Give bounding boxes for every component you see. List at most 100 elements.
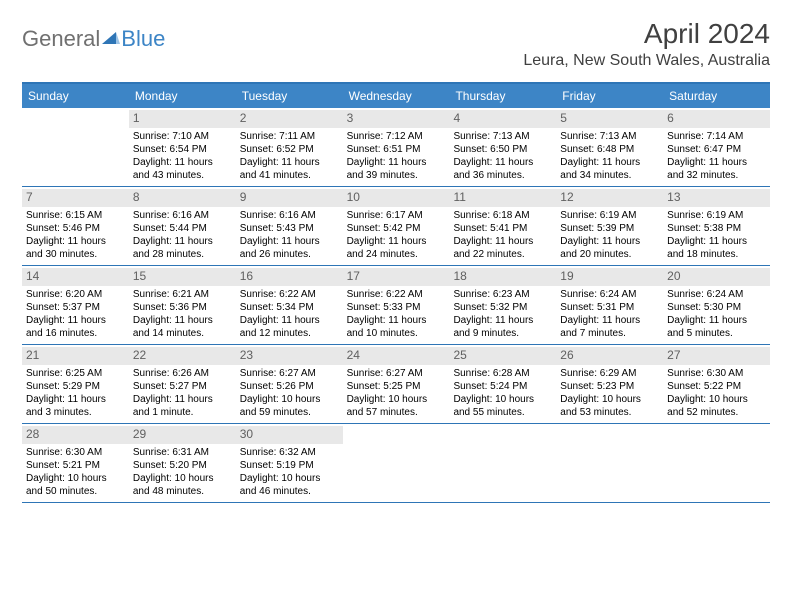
calendar-cell: 12Sunrise: 6:19 AMSunset: 5:39 PMDayligh… [556,187,663,265]
calendar-week: 21Sunrise: 6:25 AMSunset: 5:29 PMDayligh… [22,345,770,424]
daylight-line: Daylight: 11 hours and 36 minutes. [453,156,552,182]
calendar-cell: 20Sunrise: 6:24 AMSunset: 5:30 PMDayligh… [663,266,770,344]
sunset-line: Sunset: 5:46 PM [26,222,125,235]
sunrise-line: Sunrise: 6:19 AM [560,209,659,222]
calendar-cell: 27Sunrise: 6:30 AMSunset: 5:22 PMDayligh… [663,345,770,423]
daylight-line: Daylight: 10 hours and 46 minutes. [240,472,339,498]
sunrise-line: Sunrise: 7:10 AM [133,130,232,143]
sunset-line: Sunset: 5:27 PM [133,380,232,393]
day-number: 5 [556,110,663,128]
sunrise-line: Sunrise: 6:22 AM [240,288,339,301]
daylight-line: Daylight: 11 hours and 14 minutes. [133,314,232,340]
sunset-line: Sunset: 5:43 PM [240,222,339,235]
daylight-line: Daylight: 10 hours and 50 minutes. [26,472,125,498]
daylight-line: Daylight: 11 hours and 39 minutes. [347,156,446,182]
daylight-line: Daylight: 11 hours and 5 minutes. [667,314,766,340]
daylight-line: Daylight: 11 hours and 9 minutes. [453,314,552,340]
calendar-week: 28Sunrise: 6:30 AMSunset: 5:21 PMDayligh… [22,424,770,503]
calendar-cell: 15Sunrise: 6:21 AMSunset: 5:36 PMDayligh… [129,266,236,344]
sunrise-line: Sunrise: 7:13 AM [560,130,659,143]
calendar-cell: 4Sunrise: 7:13 AMSunset: 6:50 PMDaylight… [449,108,556,186]
logo-triangle-icon [102,26,120,52]
calendar-cell [556,424,663,502]
sunset-line: Sunset: 5:34 PM [240,301,339,314]
day-number: 25 [449,347,556,365]
day-header: Monday [129,84,236,108]
calendar-cell: 3Sunrise: 7:12 AMSunset: 6:51 PMDaylight… [343,108,450,186]
sunset-line: Sunset: 6:52 PM [240,143,339,156]
day-number: 3 [343,110,450,128]
day-header: Friday [556,84,663,108]
sunset-line: Sunset: 5:21 PM [26,459,125,472]
calendar-cell: 10Sunrise: 6:17 AMSunset: 5:42 PMDayligh… [343,187,450,265]
day-header: Wednesday [343,84,450,108]
day-number: 30 [236,426,343,444]
daylight-line: Daylight: 11 hours and 20 minutes. [560,235,659,261]
calendar-cell: 21Sunrise: 6:25 AMSunset: 5:29 PMDayligh… [22,345,129,423]
sunset-line: Sunset: 6:48 PM [560,143,659,156]
sunset-line: Sunset: 5:23 PM [560,380,659,393]
calendar-cell: 5Sunrise: 7:13 AMSunset: 6:48 PMDaylight… [556,108,663,186]
calendar-cell: 19Sunrise: 6:24 AMSunset: 5:31 PMDayligh… [556,266,663,344]
day-header: Tuesday [236,84,343,108]
sunset-line: Sunset: 5:29 PM [26,380,125,393]
day-number: 17 [343,268,450,286]
location-subtitle: Leura, New South Wales, Australia [523,52,770,70]
sunset-line: Sunset: 5:22 PM [667,380,766,393]
sunset-line: Sunset: 5:24 PM [453,380,552,393]
sunset-line: Sunset: 5:25 PM [347,380,446,393]
day-number: 11 [449,189,556,207]
day-number: 14 [22,268,129,286]
day-number: 24 [343,347,450,365]
calendar-cell: 7Sunrise: 6:15 AMSunset: 5:46 PMDaylight… [22,187,129,265]
sunrise-line: Sunrise: 6:16 AM [133,209,232,222]
sunrise-line: Sunrise: 6:31 AM [133,446,232,459]
calendar-cell: 23Sunrise: 6:27 AMSunset: 5:26 PMDayligh… [236,345,343,423]
calendar-cell: 17Sunrise: 6:22 AMSunset: 5:33 PMDayligh… [343,266,450,344]
sunset-line: Sunset: 5:26 PM [240,380,339,393]
day-number: 20 [663,268,770,286]
calendar-cell: 11Sunrise: 6:18 AMSunset: 5:41 PMDayligh… [449,187,556,265]
calendar-cell [663,424,770,502]
sunrise-line: Sunrise: 7:12 AM [347,130,446,143]
sunrise-line: Sunrise: 6:18 AM [453,209,552,222]
daylight-line: Daylight: 11 hours and 24 minutes. [347,235,446,261]
day-number: 28 [22,426,129,444]
daylight-line: Daylight: 11 hours and 18 minutes. [667,235,766,261]
sunrise-line: Sunrise: 6:30 AM [26,446,125,459]
day-number: 15 [129,268,236,286]
sunrise-line: Sunrise: 6:26 AM [133,367,232,380]
sunset-line: Sunset: 6:54 PM [133,143,232,156]
sunset-line: Sunset: 5:37 PM [26,301,125,314]
sunrise-line: Sunrise: 6:15 AM [26,209,125,222]
day-number: 7 [22,189,129,207]
calendar-cell: 1Sunrise: 7:10 AMSunset: 6:54 PMDaylight… [129,108,236,186]
sunset-line: Sunset: 5:33 PM [347,301,446,314]
day-header-row: SundayMondayTuesdayWednesdayThursdayFrid… [22,84,770,108]
sunset-line: Sunset: 6:50 PM [453,143,552,156]
sunrise-line: Sunrise: 6:30 AM [667,367,766,380]
sunset-line: Sunset: 6:47 PM [667,143,766,156]
calendar: SundayMondayTuesdayWednesdayThursdayFrid… [22,82,770,503]
sunrise-line: Sunrise: 6:24 AM [560,288,659,301]
day-number: 13 [663,189,770,207]
sunset-line: Sunset: 5:44 PM [133,222,232,235]
sunrise-line: Sunrise: 6:16 AM [240,209,339,222]
calendar-cell: 28 Sunrise: 6:30 AMSunset: 5:21 PMDayligh… [22,424,129,502]
day-number: 6 [663,110,770,128]
calendar-week: 1Sunrise: 7:10 AMSunset: 6:54 PMDaylight… [22,108,770,187]
daylight-line: Daylight: 11 hours and 28 minutes. [133,235,232,261]
daylight-line: Daylight: 11 hours and 1 minute. [133,393,232,419]
sunrise-line: Sunrise: 6:28 AM [453,367,552,380]
daylight-line: Daylight: 11 hours and 22 minutes. [453,235,552,261]
calendar-cell: 29Sunrise: 6:31 AMSunset: 5:20 PMDayligh… [129,424,236,502]
day-number: 12 [556,189,663,207]
sunrise-line: Sunrise: 6:29 AM [560,367,659,380]
calendar-cell: 26Sunrise: 6:29 AMSunset: 5:23 PMDayligh… [556,345,663,423]
daylight-line: Daylight: 11 hours and 43 minutes. [133,156,232,182]
logo: General Blue [22,18,165,52]
sunset-line: Sunset: 5:19 PM [240,459,339,472]
sunrise-line: Sunrise: 6:27 AM [240,367,339,380]
calendar-cell: 16Sunrise: 6:22 AMSunset: 5:34 PMDayligh… [236,266,343,344]
daylight-line: Daylight: 10 hours and 55 minutes. [453,393,552,419]
